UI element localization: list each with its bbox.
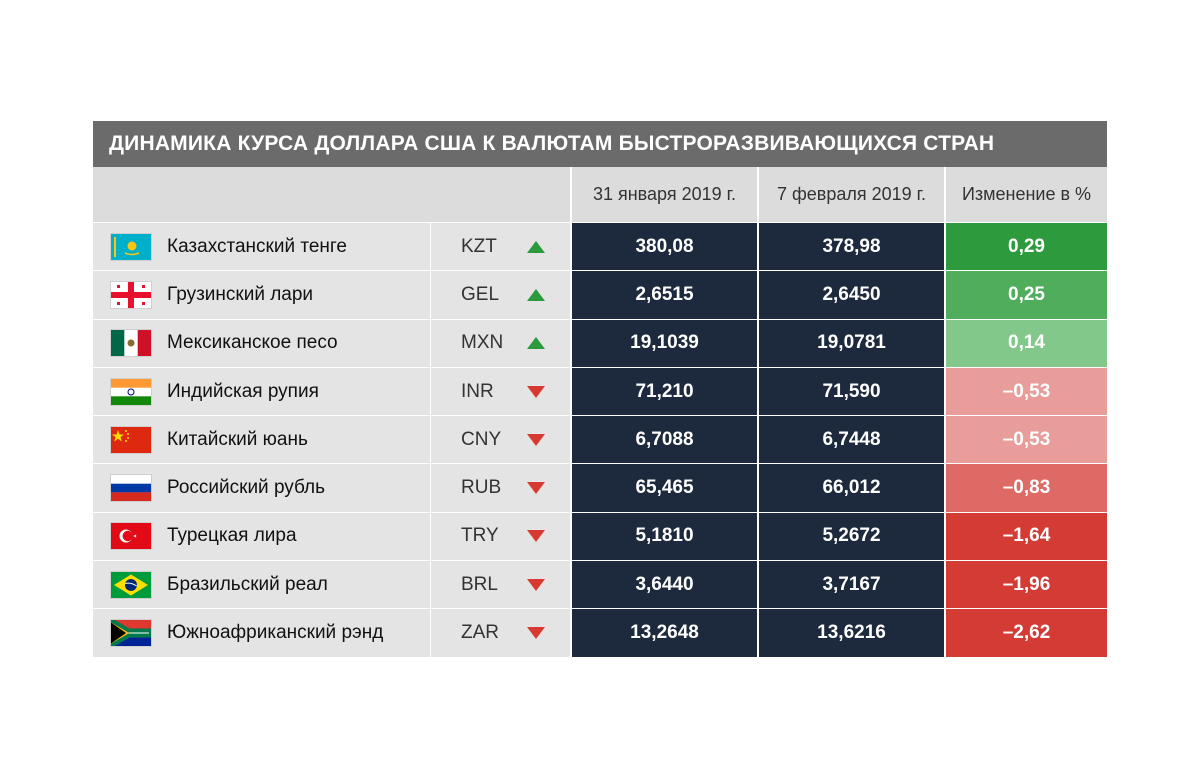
- rate-date1: 380,08: [570, 223, 757, 271]
- rate-date2: 6,7448: [757, 416, 944, 464]
- arrow-down-icon: [527, 482, 545, 495]
- currency-name-cell: Турецкая лира: [93, 512, 430, 561]
- rate-date1: 71,210: [570, 367, 757, 416]
- currency-code-cell: ZAR: [430, 609, 570, 657]
- change-percent: 0,25: [944, 271, 1107, 319]
- rate-date1: 5,1810: [570, 512, 757, 561]
- turkey-flag-icon: [111, 523, 151, 550]
- arrow-down-icon: [527, 385, 545, 398]
- currency-code-cell: BRL: [430, 561, 570, 609]
- mexico-flag-icon: [111, 330, 151, 357]
- rate-date1: 19,1039: [570, 319, 757, 367]
- rate-date2: 19,0781: [757, 319, 944, 367]
- change-percent: –1,64: [944, 512, 1107, 561]
- rate-date1: 3,6440: [570, 561, 757, 609]
- arrow-up-icon: [527, 337, 545, 350]
- currency-code: CNY: [461, 428, 502, 450]
- currency-code: GEL: [461, 283, 500, 305]
- currency-table: ДИНАМИКА КУРСА ДОЛЛАРА США К ВАЛЮТАМ БЫС…: [93, 121, 1107, 657]
- currency-code-cell: INR: [430, 367, 570, 416]
- table-row: Китайский юань CNY 6,7088 6,7448 –0,53: [93, 415, 1107, 464]
- currency-name: Южноафриканский рэнд: [167, 622, 384, 644]
- currency-name-cell: Китайский юань: [93, 416, 430, 464]
- currency-name: Бразильский реал: [167, 573, 328, 595]
- change-percent: 0,14: [944, 319, 1107, 367]
- table-body: Казахстанский тенге KZT 380,08 378,98 0,…: [93, 222, 1107, 657]
- currency-code-cell: GEL: [430, 271, 570, 319]
- rate-date2: 3,7167: [757, 561, 944, 609]
- currency-code-cell: CNY: [430, 416, 570, 464]
- rate-date2: 66,012: [757, 464, 944, 512]
- currency-code: BRL: [461, 573, 498, 595]
- change-percent: –0,53: [944, 416, 1107, 464]
- currency-code-cell: MXN: [430, 319, 570, 367]
- currency-name-cell: Грузинский лари: [93, 271, 430, 319]
- arrow-down-icon: [527, 627, 545, 640]
- rate-date1: 2,6515: [570, 271, 757, 319]
- kazakhstan-flag-icon: [111, 233, 151, 260]
- georgia-flag-icon: [111, 281, 151, 308]
- header-date1: 31 января 2019 г.: [570, 167, 757, 222]
- china-flag-icon: [111, 426, 151, 453]
- currency-code: MXN: [461, 332, 504, 354]
- rate-date2: 5,2672: [757, 512, 944, 561]
- change-percent: –0,53: [944, 367, 1107, 416]
- india-flag-icon: [111, 378, 151, 405]
- currency-name: Грузинский лари: [167, 283, 314, 305]
- currency-code: INR: [461, 380, 494, 402]
- arrow-down-icon: [527, 530, 545, 543]
- currency-name: Китайский юань: [167, 428, 308, 450]
- table-row: Российский рубль RUB 65,465 66,012 –0,83: [93, 463, 1107, 512]
- currency-code: RUB: [461, 477, 502, 499]
- header-blank-cell: [93, 167, 570, 222]
- table-row: Мексиканское песо MXN 19,1039 19,0781 0,…: [93, 318, 1107, 367]
- brazil-flag-icon: [111, 571, 151, 598]
- currency-code: TRY: [461, 525, 499, 547]
- rate-date2: 2,6450: [757, 271, 944, 319]
- currency-name-cell: Индийская рупия: [93, 367, 430, 416]
- arrow-up-icon: [527, 240, 545, 253]
- currency-code-cell: TRY: [430, 512, 570, 561]
- table-row: Турецкая лира TRY 5,1810 5,2672 –1,64: [93, 511, 1107, 561]
- arrow-down-icon: [527, 578, 545, 591]
- currency-code: ZAR: [461, 622, 499, 644]
- currency-code-cell: KZT: [430, 223, 570, 271]
- currency-name-cell: Южноафриканский рэнд: [93, 609, 430, 657]
- header-change: Изменение в %: [944, 167, 1107, 222]
- arrow-up-icon: [527, 288, 545, 301]
- table-row: Бразильский реал BRL 3,6440 3,7167 –1,96: [93, 560, 1107, 609]
- table-row: Индийская рупия INR 71,210 71,590 –0,53: [93, 366, 1107, 416]
- table-row: Казахстанский тенге KZT 380,08 378,98 0,…: [93, 222, 1107, 271]
- south-africa-flag-icon: [111, 620, 151, 647]
- rate-date1: 65,465: [570, 464, 757, 512]
- rate-date1: 13,2648: [570, 609, 757, 657]
- currency-code: KZT: [461, 235, 497, 257]
- change-percent: –2,62: [944, 609, 1107, 657]
- rate-date2: 378,98: [757, 223, 944, 271]
- currency-name: Турецкая лира: [167, 525, 297, 547]
- rate-date1: 6,7088: [570, 416, 757, 464]
- currency-name: Индийская рупия: [167, 380, 319, 402]
- currency-name: Казахстанский тенге: [167, 235, 347, 257]
- currency-name-cell: Российский рубль: [93, 464, 430, 512]
- change-percent: 0,29: [944, 223, 1107, 271]
- currency-name-cell: Бразильский реал: [93, 561, 430, 609]
- change-percent: –1,96: [944, 561, 1107, 609]
- russia-flag-icon: [111, 475, 151, 502]
- header-row: 31 января 2019 г. 7 февраля 2019 г. Изме…: [93, 167, 1107, 222]
- currency-name-cell: Казахстанский тенге: [93, 223, 430, 271]
- table-title: ДИНАМИКА КУРСА ДОЛЛАРА США К ВАЛЮТАМ БЫС…: [93, 121, 1107, 167]
- currency-name-cell: Мексиканское песо: [93, 319, 430, 367]
- change-percent: –0,83: [944, 464, 1107, 512]
- currency-name: Мексиканское песо: [167, 332, 338, 354]
- header-date2: 7 февраля 2019 г.: [757, 167, 944, 222]
- rate-date2: 71,590: [757, 367, 944, 416]
- currency-code-cell: RUB: [430, 464, 570, 512]
- table-row: Грузинский лари GEL 2,6515 2,6450 0,25: [93, 270, 1107, 319]
- arrow-down-icon: [527, 433, 545, 446]
- rate-date2: 13,6216: [757, 609, 944, 657]
- table-row: Южноафриканский рэнд ZAR 13,2648 13,6216…: [93, 608, 1107, 657]
- currency-name: Российский рубль: [167, 477, 326, 499]
